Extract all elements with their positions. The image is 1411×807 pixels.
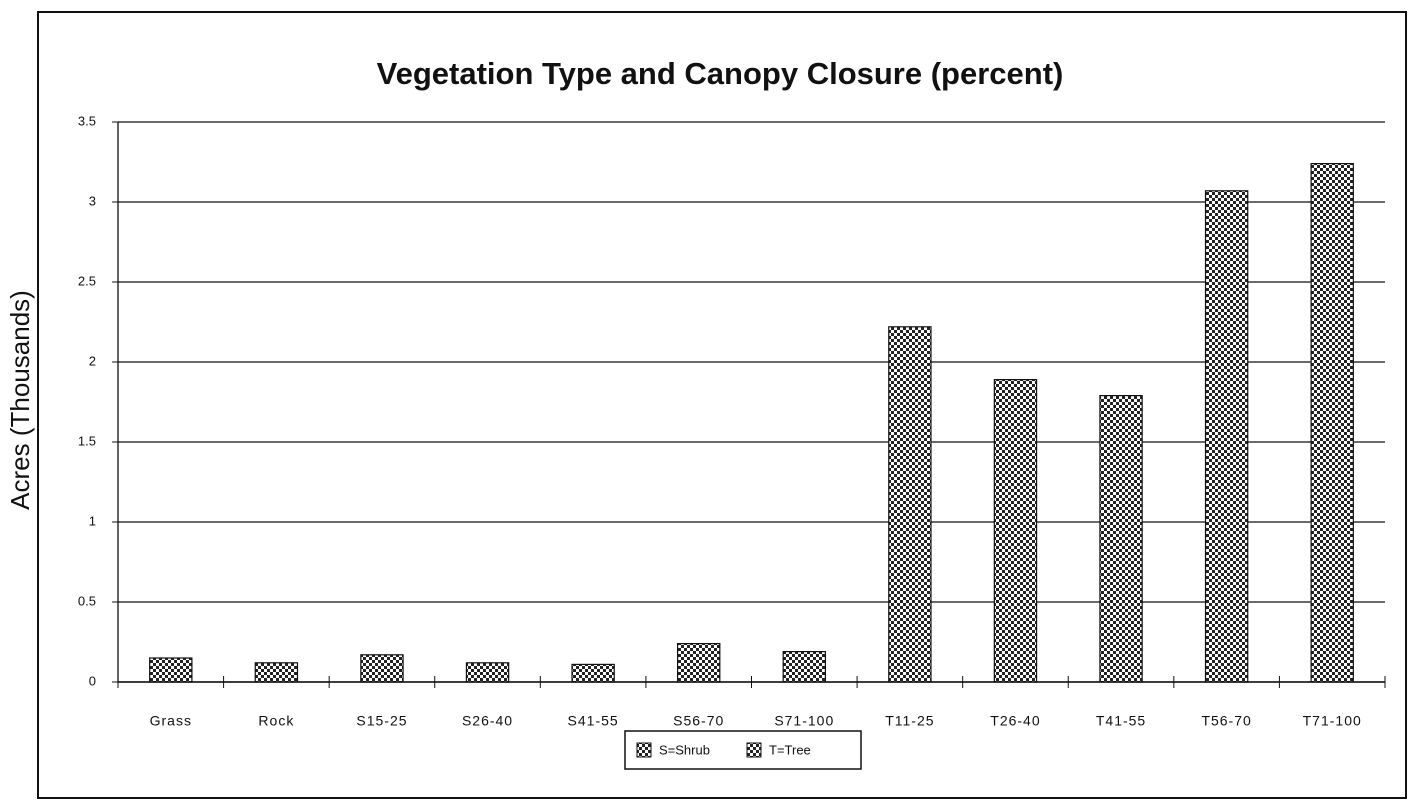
legend-swatch [746,742,762,758]
y-axis-label: Acres (Thousands) [5,290,35,510]
bar [465,662,510,683]
x-tick-label: Grass [150,713,192,729]
legend-swatch [636,742,652,758]
x-tick-label: T56-70 [1201,713,1251,729]
y-tick-label: 3 [89,193,96,208]
frame [37,11,1407,799]
x-tick-label: T26-40 [990,713,1040,729]
bar [149,657,193,683]
bar [1310,163,1354,683]
y-tick-label: 0.5 [78,593,96,608]
bar [782,650,827,683]
bar [1099,395,1143,683]
y-tick-label: 2 [89,353,96,368]
x-tick-label: T11-25 [885,713,934,729]
x-tick-label: S41-55 [568,713,619,729]
bar [888,326,932,683]
bar [1204,190,1249,683]
y-tick-label: 1.5 [78,433,96,448]
x-tick-label: T41-55 [1096,713,1146,729]
bar [571,663,615,683]
bar [254,662,299,683]
y-tick-label: 2.5 [78,273,96,288]
bar [993,379,1038,683]
y-tick-label: 1 [89,513,96,528]
x-tick-label: S26-40 [462,713,513,729]
legend-label: T=Tree [769,742,811,757]
x-tick-label: S15-25 [356,713,407,729]
legend-box [624,730,862,770]
y-tick-label: 0 [89,673,96,688]
x-tick-label: Rock [258,713,294,729]
bar [676,642,721,683]
x-tick-label: S71-100 [774,713,834,729]
x-tick-label: T71-100 [1303,713,1362,729]
x-tick-label: S56-70 [673,713,724,729]
legend-label: S=Shrub [659,742,710,757]
bar [360,654,404,683]
chart-title: Vegetation Type and Canopy Closure (perc… [377,56,1064,91]
y-tick-label: 3.5 [78,113,96,128]
